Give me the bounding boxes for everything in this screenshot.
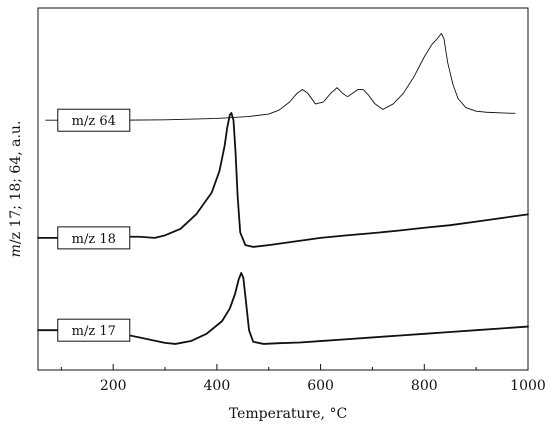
x-tick-label: 800 bbox=[411, 378, 438, 394]
x-tick-label: 200 bbox=[100, 378, 127, 394]
y-axis-label-italic: m bbox=[8, 244, 24, 257]
series-label-text: m/z 64 bbox=[72, 114, 116, 129]
series-label-box: m/z 17 bbox=[57, 318, 131, 342]
series-layer bbox=[37, 32, 529, 345]
series-line-1 bbox=[37, 112, 529, 248]
y-axis-label: m/z 17; 18; 64, a.u. bbox=[8, 121, 24, 258]
x-axis: 200 400 600 800 1000 bbox=[60, 364, 546, 394]
x-tick-label: 400 bbox=[204, 378, 231, 394]
x-tick-label: 1000 bbox=[510, 378, 546, 394]
series-labels: m/z 64 m/z 18 m/z 17 bbox=[57, 108, 131, 342]
series-label-text: m/z 17 bbox=[72, 324, 116, 339]
series-label-box: m/z 18 bbox=[57, 226, 131, 250]
series-line-0 bbox=[45, 32, 516, 121]
series-label-frame bbox=[57, 226, 131, 250]
series-label-box: m/z 64 bbox=[57, 108, 131, 132]
plot-frame bbox=[37, 7, 529, 371]
x-tick-label: 600 bbox=[307, 378, 334, 394]
y-axis-label-rest: /z 17; 18; 64, a.u. bbox=[8, 121, 24, 244]
series-line-2 bbox=[37, 272, 529, 345]
x-axis-label: Temperature, °C bbox=[229, 406, 347, 422]
series-label-frame bbox=[57, 108, 131, 132]
series-label-frame bbox=[57, 318, 131, 342]
series-label-text: m/z 18 bbox=[72, 232, 116, 247]
